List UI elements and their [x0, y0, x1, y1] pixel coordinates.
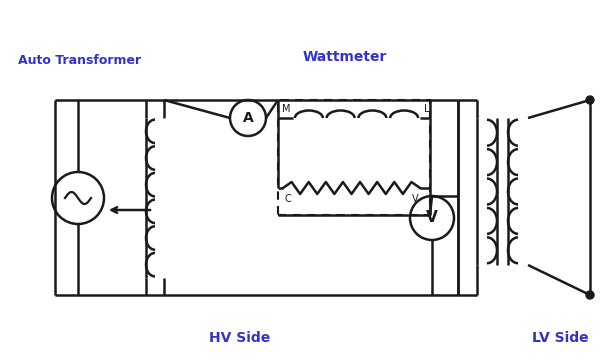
- Text: HV Side: HV Side: [209, 331, 271, 345]
- Circle shape: [586, 291, 594, 299]
- Text: C: C: [285, 194, 291, 204]
- Text: Wattmeter: Wattmeter: [303, 50, 387, 64]
- Text: L: L: [424, 104, 430, 114]
- Text: V: V: [426, 210, 438, 226]
- Bar: [278, 100, 430, 215]
- Text: Auto Transformer: Auto Transformer: [18, 53, 141, 66]
- Text: LV Side: LV Side: [531, 331, 589, 345]
- Text: A: A: [243, 111, 254, 125]
- Text: M: M: [282, 104, 290, 114]
- Circle shape: [586, 96, 594, 104]
- Text: V: V: [412, 194, 418, 204]
